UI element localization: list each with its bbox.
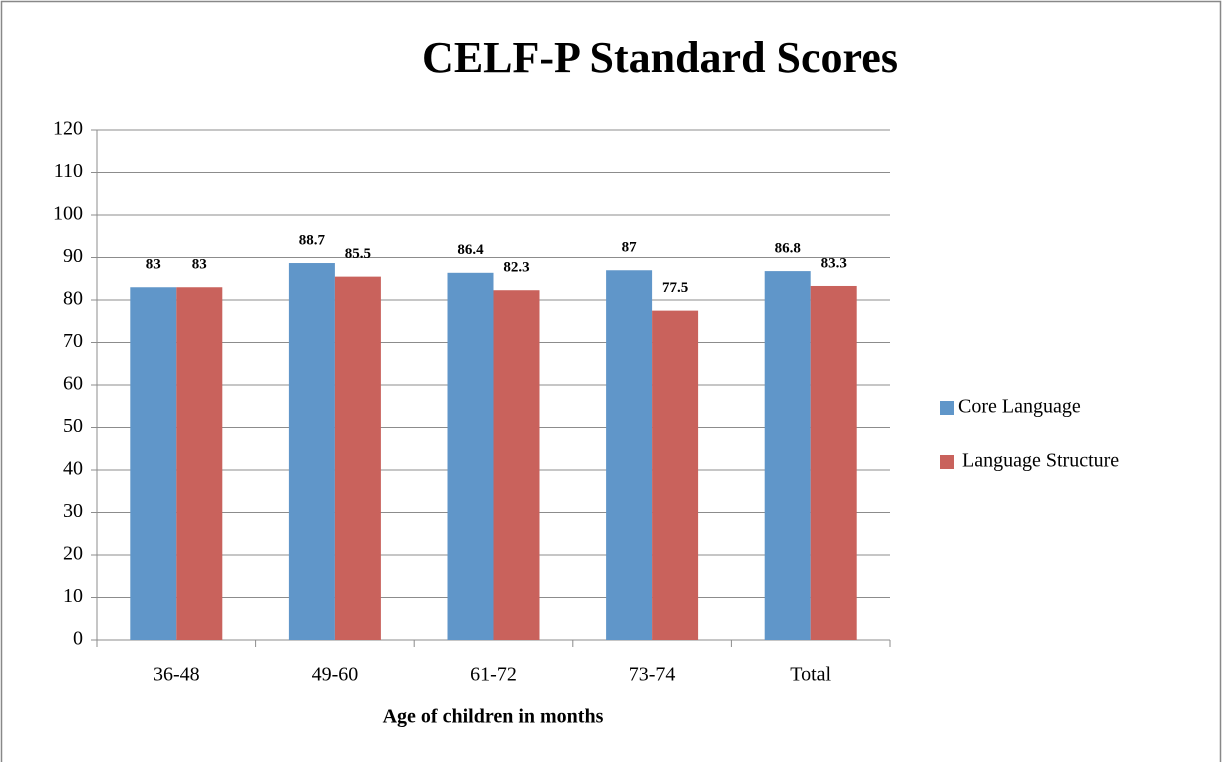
y-tick-label: 120 [53, 118, 83, 140]
bar [493, 290, 540, 640]
y-tick-label: 110 [54, 160, 83, 182]
bar [176, 287, 223, 640]
x-tick-label: 49-60 [312, 664, 359, 686]
data-label: 83.3 [821, 255, 847, 271]
bar [334, 276, 381, 640]
x-tick-label: 73-74 [629, 664, 676, 686]
data-label: 87 [622, 240, 638, 256]
legend-swatch [940, 401, 954, 415]
y-tick-label: 50 [63, 415, 83, 437]
bar [447, 272, 494, 640]
data-label: 85.5 [345, 246, 371, 262]
bar [652, 310, 699, 640]
y-tick-label: 20 [63, 543, 83, 565]
y-tick-label: 80 [63, 288, 83, 310]
y-tick-label: 90 [63, 245, 83, 267]
data-label: 83 [192, 257, 207, 273]
bar [606, 270, 653, 640]
y-tick-label: 40 [63, 458, 83, 480]
legend-label: Language Structure [962, 450, 1119, 472]
x-axis-label: Age of children in months [383, 706, 604, 728]
bar [288, 263, 335, 640]
bar [130, 287, 177, 640]
data-label: 77.5 [662, 280, 688, 296]
x-tick-label: 36-48 [153, 664, 200, 686]
y-tick-label: 60 [63, 373, 83, 395]
x-tick-label: 61-72 [470, 664, 517, 686]
legend-label: Core Language [958, 396, 1081, 418]
legend-swatch [940, 455, 954, 469]
chart-title: CELF-P Standard Scores [422, 33, 898, 82]
data-label: 86.4 [457, 242, 484, 258]
data-label: 86.8 [775, 241, 801, 257]
y-tick-label: 0 [73, 628, 83, 650]
y-tick-label: 100 [53, 203, 83, 225]
bar [764, 271, 811, 640]
bar [810, 285, 857, 640]
x-tick-label: Total [790, 664, 831, 686]
y-tick-label: 70 [63, 330, 83, 352]
y-tick-label: 30 [63, 500, 83, 522]
y-tick-label: 10 [63, 585, 83, 607]
data-label: 82.3 [503, 260, 529, 276]
data-label: 88.7 [299, 232, 326, 248]
data-label: 83 [146, 257, 161, 273]
